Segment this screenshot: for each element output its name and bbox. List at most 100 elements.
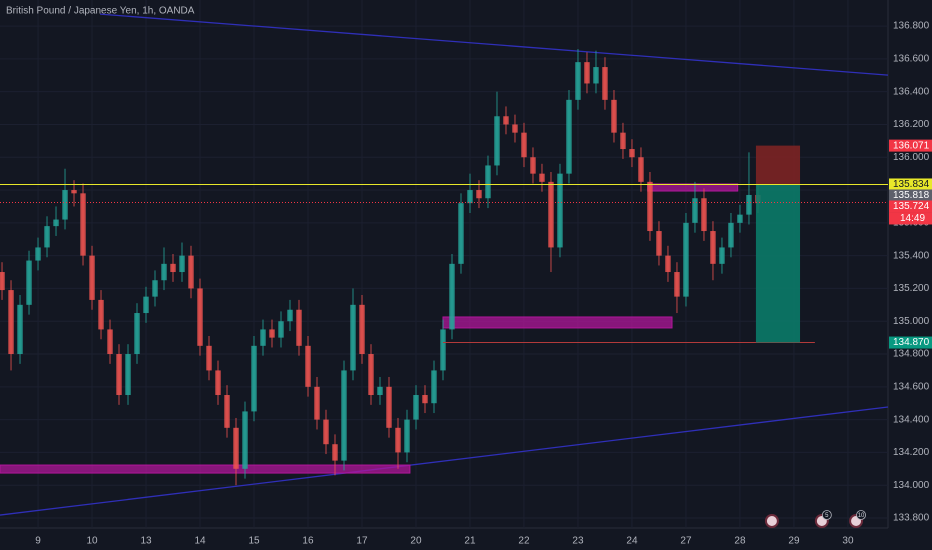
candle-body: [449, 263, 455, 330]
candle-body: [530, 157, 536, 174]
candle-body: [521, 132, 527, 158]
candle-body: [269, 329, 275, 338]
y-tick-label: 134.800: [893, 349, 930, 360]
candle-body: [323, 419, 329, 445]
candle-body: [98, 299, 104, 330]
x-tick-label: 13: [140, 536, 152, 547]
candle-body: [512, 124, 518, 133]
candle-body: [602, 67, 608, 100]
candle-body: [89, 255, 95, 300]
zone: [0, 464, 411, 474]
price-label: 135.834: [893, 179, 930, 190]
candle-body: [575, 62, 581, 100]
x-tick-label: 17: [356, 536, 368, 547]
candle-body: [35, 247, 41, 261]
x-tick-label: 24: [626, 536, 638, 547]
candle-body: [296, 309, 302, 346]
event-badge-label: 5: [825, 513, 829, 519]
candle-body: [611, 99, 617, 133]
x-tick-label: 21: [464, 536, 476, 547]
price-label-box: [889, 336, 932, 349]
candle-body: [62, 190, 68, 220]
x-tick-label: 27: [680, 536, 692, 547]
candle-body: [431, 370, 437, 404]
candle-body: [161, 263, 167, 281]
candle-body: [71, 190, 77, 194]
candle-body: [476, 190, 482, 199]
candle-body: [233, 427, 239, 469]
candle-body: [422, 395, 428, 404]
candle-body: [8, 290, 14, 355]
position-profit: [755, 184, 801, 343]
zone: [647, 183, 739, 192]
candle-body: [494, 116, 500, 166]
event-badge: [856, 510, 866, 520]
price-label-box: [889, 200, 932, 213]
x-tick-label: 30: [842, 536, 854, 547]
candle-body: [170, 263, 176, 273]
candle-body: [152, 280, 158, 297]
candle-body: [278, 321, 284, 338]
candle-body: [485, 165, 491, 199]
candle-body: [458, 203, 464, 264]
candle-body: [647, 181, 653, 232]
candle-body: [593, 67, 599, 84]
candle-body: [674, 272, 680, 297]
price-label-box: [889, 178, 932, 191]
candle-body: [413, 395, 419, 420]
candle-body: [728, 222, 734, 248]
price-label-box: [889, 139, 932, 152]
y-tick-label: 134.600: [893, 381, 930, 392]
candle-body: [215, 370, 221, 396]
candle-body: [386, 386, 392, 428]
x-tick-label: 20: [410, 536, 422, 547]
candle-body: [683, 222, 689, 297]
candle-body: [197, 288, 203, 346]
x-tick-label: 23: [572, 536, 584, 547]
candle-body: [80, 193, 86, 256]
y-tick-label: 134.000: [893, 480, 930, 491]
candle-body: [566, 99, 572, 174]
candle-body: [107, 329, 113, 355]
x-tick-label: 16: [302, 536, 314, 547]
y-tick-label: 136.600: [893, 54, 930, 65]
countdown: 14:49: [900, 213, 925, 224]
candle-body: [665, 255, 671, 273]
candle-body: [404, 419, 410, 453]
candle-body: [26, 260, 32, 305]
y-tick-label: 135.000: [893, 316, 930, 327]
candle-body: [0, 272, 5, 291]
candle-body: [17, 304, 23, 355]
x-tick-label: 29: [788, 536, 800, 547]
candle-body: [368, 354, 374, 396]
candle-body: [548, 181, 554, 248]
candle-body: [314, 386, 320, 420]
candle-body: [350, 304, 356, 371]
y-tick-label: 133.800: [893, 513, 930, 524]
price-label: 135.818: [893, 190, 930, 201]
position-loss: [755, 145, 801, 185]
candle-body: [134, 313, 140, 355]
candle-body: [377, 386, 383, 396]
trendline: [100, 13, 889, 76]
y-tick-label: 134.400: [893, 414, 930, 425]
event-icon: [764, 514, 779, 528]
candle-body: [305, 345, 311, 387]
candle-body: [719, 247, 725, 264]
candle-body: [143, 296, 149, 314]
x-tick-label: 14: [194, 536, 206, 547]
candle-body: [440, 329, 446, 371]
candle-body: [359, 304, 365, 355]
candle-body: [395, 427, 401, 453]
candle-body: [620, 132, 626, 150]
candle-body: [125, 354, 131, 396]
countdown-box: [889, 212, 932, 225]
event-badge: [821, 510, 832, 520]
candle-body: [584, 62, 590, 84]
x-tick-label: 22: [518, 536, 530, 547]
y-tick-label: 136.400: [893, 86, 930, 97]
candle-body: [206, 345, 212, 371]
trendline: [0, 406, 889, 516]
price-label-box: [889, 189, 932, 202]
